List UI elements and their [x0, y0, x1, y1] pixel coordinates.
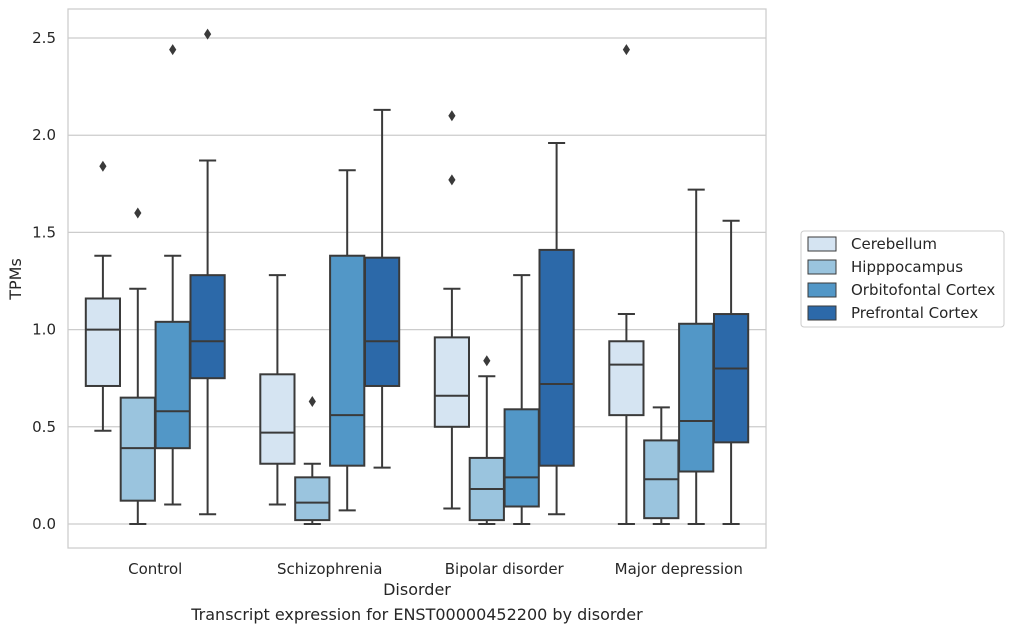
y-axis-title: TPMs: [6, 258, 25, 301]
box-group: [538, 141, 575, 516]
y-tick-label: 0.0: [32, 515, 56, 533]
outlier-point: [622, 44, 630, 56]
outlier-point: [448, 110, 456, 122]
y-tick-label: 2.0: [32, 126, 56, 144]
box: [363, 256, 401, 387]
box: [503, 408, 540, 508]
legend-label: Cerebellum: [851, 235, 937, 253]
y-tick-label: 0.5: [32, 418, 56, 436]
box: [678, 322, 715, 473]
box-group: [678, 188, 715, 525]
outlier-point: [134, 207, 142, 219]
legend-label: Orbitofontal Cortex: [851, 281, 995, 299]
box: [433, 336, 471, 428]
box: [259, 373, 296, 465]
legend: Cerebellum Hipppocampus Orbitofontal Corte…: [800, 230, 1005, 328]
box-group: [643, 406, 680, 525]
box-group: [712, 219, 750, 525]
x-tick-label: Control: [128, 560, 182, 578]
box: [329, 254, 366, 467]
legend-swatch: [807, 259, 837, 275]
box-group: [468, 355, 505, 525]
box-group: [363, 108, 401, 469]
x-tick-label: Bipolar disorder: [445, 560, 565, 578]
box-group: [154, 44, 191, 506]
box-group: [329, 169, 366, 512]
box: [154, 320, 191, 450]
x-tick-label: Schizophrenia: [277, 560, 382, 578]
box-group: [433, 110, 471, 510]
outlier-point: [169, 44, 177, 56]
box-group: [259, 274, 296, 506]
x-tick-labels: Control Schizophrenia Bipolar disorder Majo…: [128, 560, 743, 578]
x-tick-label: Major depression: [615, 560, 743, 578]
figure-caption: Transcript expression for ENST0000045220…: [191, 605, 643, 624]
legend-swatch: [807, 282, 837, 298]
legend-swatch: [807, 236, 837, 252]
x-axis-title: Disorder: [383, 580, 451, 599]
y-tick-labels: 0.0 0.5 1.0 1.5 2.0 2.5: [32, 29, 56, 533]
box-group: [294, 396, 331, 525]
box: [189, 274, 226, 380]
legend-label: Prefrontal Cortex: [851, 304, 978, 322]
y-tick-label: 2.5: [32, 29, 56, 47]
plot-frame: [67, 8, 767, 549]
box: [294, 476, 331, 522]
box: [84, 297, 122, 387]
y-tick-label: 1.5: [32, 223, 56, 241]
box-group: [608, 44, 645, 525]
outlier-point: [204, 28, 212, 40]
legend-swatch: [807, 305, 837, 321]
box-group: [503, 274, 540, 525]
legend-frame: [800, 230, 1005, 328]
outlier-point: [448, 174, 456, 186]
box-series: [84, 28, 750, 525]
outlier-point: [483, 355, 491, 367]
box-group: [84, 160, 122, 432]
outlier-point: [308, 396, 316, 408]
box-group: [189, 28, 226, 516]
y-tick-label: 1.0: [32, 321, 56, 339]
outlier-point: [99, 160, 107, 172]
box: [608, 340, 645, 417]
legend-label: Hipppocampus: [851, 258, 963, 276]
box-group: [119, 207, 156, 525]
box: [538, 248, 575, 467]
box: [712, 313, 750, 444]
